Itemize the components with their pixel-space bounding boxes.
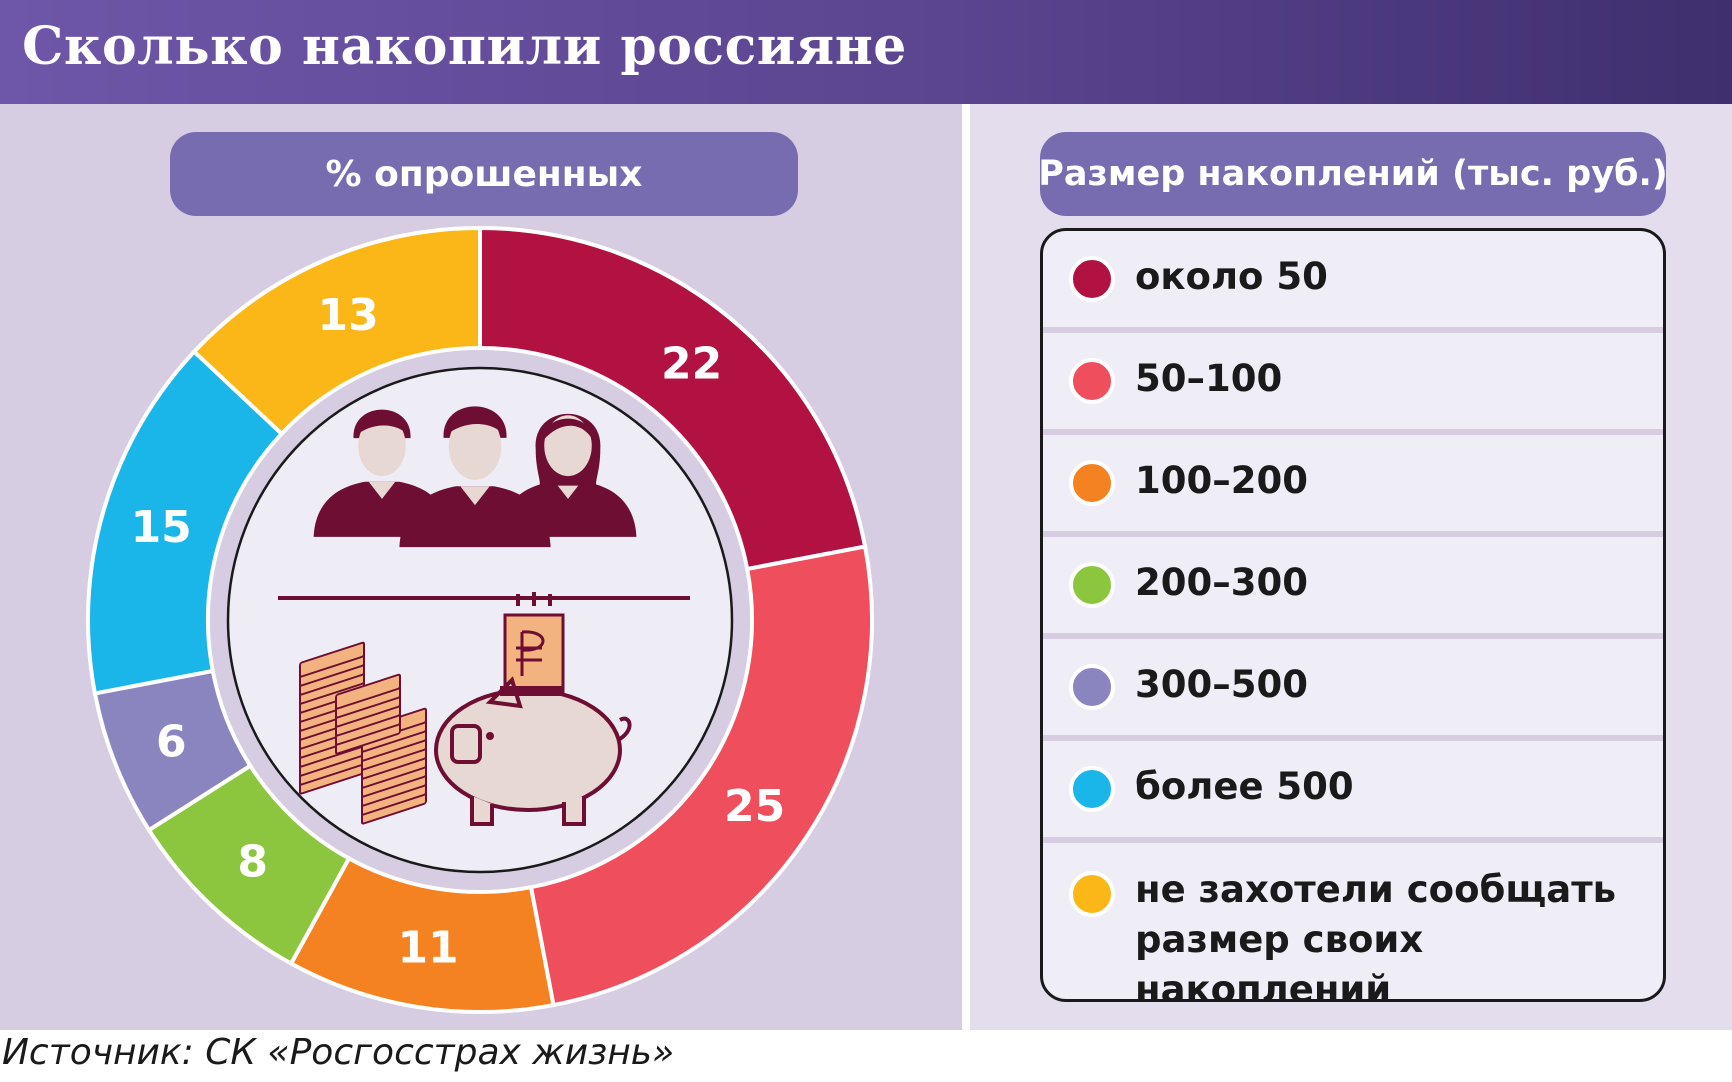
legend-label: не захотели сообщать [1135, 868, 1617, 911]
chart-title-pill: % опрошенных [170, 132, 798, 216]
legend-item: не захотели сообщать размер своих накопле… [1043, 843, 1663, 999]
slice-7 [191, 225, 482, 437]
legend-item: 100–200 [1043, 435, 1663, 537]
money-stacks-icon [299, 641, 427, 825]
legend-item: более 500 [1043, 741, 1663, 843]
legend-color-dot [1069, 664, 1115, 710]
slice-1 [478, 225, 868, 572]
legend-label: 200–300 [1135, 561, 1308, 604]
piggy-bank-icon [434, 592, 632, 826]
legend-label: 300–500 [1135, 663, 1308, 706]
legend-color-dot [1069, 766, 1115, 812]
legend-label: 100–200 [1135, 459, 1308, 502]
donut-chart: 22 25 11 8 6 15 13 [86, 225, 874, 1014]
legend-item: 50–100 [1043, 333, 1663, 435]
legend-color-dot [1069, 256, 1115, 302]
slice-label-4: 8 [237, 837, 268, 888]
legend-item: 200–300 [1043, 537, 1663, 639]
legend-label: размер своих накоплений [1135, 918, 1424, 1002]
legend-label: более 500 [1135, 765, 1354, 808]
legend-item: около 50 [1043, 231, 1663, 333]
slice-label-3: 11 [397, 922, 458, 973]
slice-label-5: 6 [156, 717, 187, 768]
panel-divider [962, 104, 970, 1030]
legend-label: 50–100 [1135, 357, 1283, 400]
source-note: Источник: СК «Росгосстрах жизнь» [2, 1032, 675, 1073]
legend-label: около 50 [1135, 255, 1328, 298]
legend-color-dot [1069, 562, 1115, 608]
legend-color-dot [1069, 358, 1115, 404]
slice-2 [528, 544, 874, 1008]
slice-label-1: 22 [661, 339, 722, 390]
page-title: Сколько накопили россияне [22, 16, 907, 77]
legend: около 50 50–100 100–200 200–300 300–500 более… [1040, 228, 1666, 1002]
header-bar: Сколько накопили россияне [0, 0, 1732, 104]
legend-color-dot [1069, 871, 1115, 917]
slice-label-7: 13 [318, 290, 379, 341]
legend-color-dot [1069, 460, 1115, 506]
people-icon [313, 406, 637, 548]
legend-title-pill: Размер накоплений (тыс. руб.) [1038, 132, 1668, 216]
slice-label-2: 25 [724, 781, 785, 832]
slice-label-6: 15 [131, 502, 192, 553]
legend-item: 300–500 [1043, 639, 1663, 741]
